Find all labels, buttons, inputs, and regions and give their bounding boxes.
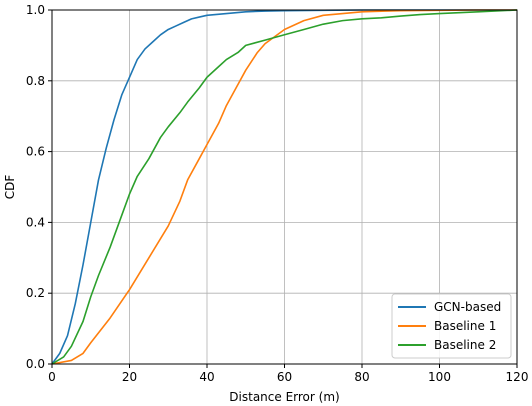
y-tick-label-1: 0.2 bbox=[26, 286, 45, 300]
y-tick-label-3: 0.6 bbox=[26, 145, 45, 159]
series-line-baseline-1 bbox=[51, 9, 517, 365]
x-tick-label-2: 40 bbox=[199, 370, 214, 384]
axis-ticks: 0 20 40 60 80 100 120 0.0 0.2 0.4 0.6 0.8 1.0 bbox=[26, 3, 529, 384]
y-tick-label-4: 0.8 bbox=[26, 74, 45, 88]
y-tick-label-0: 0.0 bbox=[26, 357, 45, 371]
legend-label-gcn-based: GCN-based bbox=[434, 300, 501, 314]
x-tick-label-0: 0 bbox=[48, 370, 56, 384]
x-tick-label-5: 100 bbox=[428, 370, 451, 384]
legend-label-baseline-1: Baseline 1 bbox=[434, 319, 496, 333]
y-tick-label-5: 1.0 bbox=[26, 3, 45, 17]
x-tick-label-1: 20 bbox=[122, 370, 137, 384]
series-line-baseline-2 bbox=[51, 9, 518, 365]
x-axis-label: Distance Error (m) bbox=[229, 390, 339, 404]
y-tick-label-2: 0.4 bbox=[26, 215, 45, 229]
x-tick-label-4: 80 bbox=[354, 370, 369, 384]
x-tick-label-3: 60 bbox=[277, 370, 292, 384]
x-tick-label-6: 120 bbox=[506, 370, 529, 384]
y-axis-label: CDF bbox=[3, 175, 17, 200]
legend: GCN-based Baseline 1 Baseline 2 bbox=[391, 293, 512, 359]
legend-label-baseline-2: Baseline 2 bbox=[434, 338, 496, 352]
legend-box bbox=[391, 293, 512, 359]
